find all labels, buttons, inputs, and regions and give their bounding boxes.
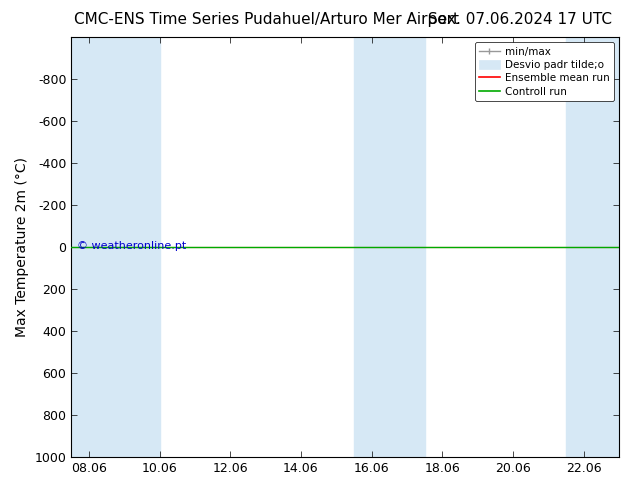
Bar [71, 37, 160, 457]
Bar [354, 37, 425, 457]
Text: © weatheronline.pt: © weatheronline.pt [77, 241, 186, 251]
Bar [566, 37, 619, 457]
Text: Sex. 07.06.2024 17 UTC: Sex. 07.06.2024 17 UTC [428, 12, 612, 27]
Legend: min/max, Desvio padr tilde;o, Ensemble mean run, Controll run: min/max, Desvio padr tilde;o, Ensemble m… [475, 42, 614, 101]
Text: CMC-ENS Time Series Pudahuel/Arturo Mer Airport: CMC-ENS Time Series Pudahuel/Arturo Mer … [74, 12, 459, 27]
Y-axis label: Max Temperature 2m (°C): Max Temperature 2m (°C) [15, 157, 29, 337]
